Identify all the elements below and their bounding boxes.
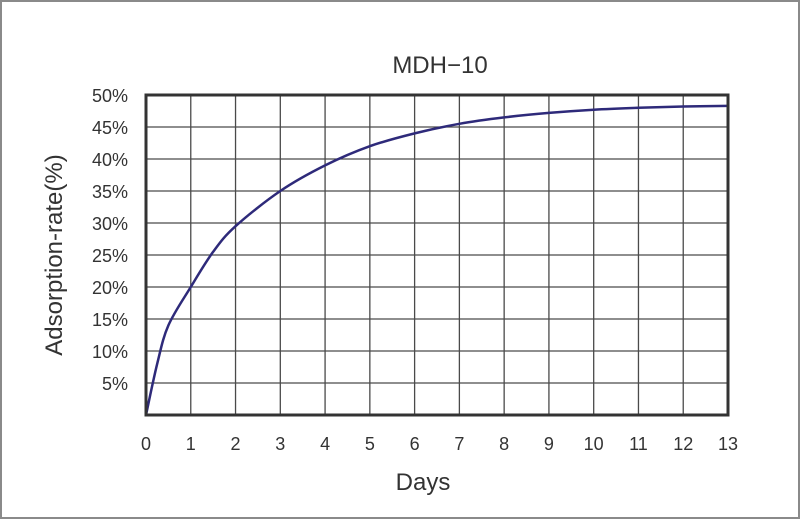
x-axis-ticks: 0 1 2 3 4 5 6 7 8 9 10 11 12 13 bbox=[141, 434, 738, 454]
adsorption-curve bbox=[144, 104, 729, 416]
x-tick-label: 0 bbox=[141, 434, 151, 454]
x-tick-label: 10 bbox=[584, 434, 604, 454]
x-tick-label: 5 bbox=[365, 434, 375, 454]
x-axis-label: Days bbox=[396, 469, 451, 496]
x-tick-label: 1 bbox=[186, 434, 196, 454]
y-tick-label: 50% bbox=[92, 86, 128, 106]
x-tick-label: 3 bbox=[275, 434, 285, 454]
y-tick-label: 35% bbox=[92, 182, 128, 202]
y-tick-label: 10% bbox=[92, 342, 128, 362]
y-axis-label: Adsorption-rate(%) bbox=[41, 154, 68, 355]
chart-grid bbox=[146, 95, 728, 415]
x-tick-label: 11 bbox=[629, 434, 648, 454]
y-tick-label: 5% bbox=[102, 374, 128, 394]
y-tick-label: 15% bbox=[92, 310, 128, 330]
chart-title: MDH−10 bbox=[392, 52, 487, 79]
y-axis-ticks: 5% 10% 15% 20% 25% 30% 35% 40% 45% 50% bbox=[92, 86, 128, 394]
y-tick-label: 45% bbox=[92, 118, 128, 138]
x-tick-label: 4 bbox=[320, 434, 330, 454]
plot-border bbox=[144, 93, 730, 417]
x-tick-label: 6 bbox=[410, 434, 420, 454]
y-tick-label: 40% bbox=[92, 150, 128, 170]
x-tick-label: 13 bbox=[718, 434, 738, 454]
y-tick-label: 30% bbox=[92, 214, 128, 234]
x-tick-label: 9 bbox=[544, 434, 554, 454]
x-tick-label: 12 bbox=[673, 434, 693, 454]
y-tick-label: 20% bbox=[92, 278, 128, 298]
x-tick-label: 8 bbox=[499, 434, 509, 454]
x-tick-label: 2 bbox=[231, 434, 241, 454]
x-tick-label: 7 bbox=[454, 434, 464, 454]
y-tick-label: 25% bbox=[92, 246, 128, 266]
